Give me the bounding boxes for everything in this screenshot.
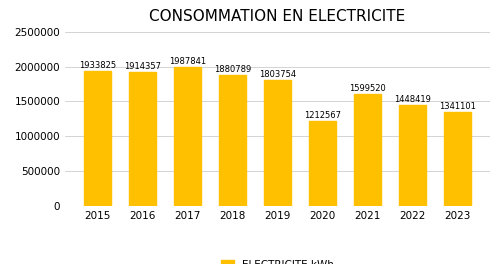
Text: 1212567: 1212567 — [304, 111, 341, 120]
Text: 1914357: 1914357 — [124, 62, 161, 71]
Text: 1880789: 1880789 — [214, 65, 251, 74]
Bar — [444, 112, 470, 206]
Bar — [129, 73, 156, 206]
Bar — [264, 80, 291, 206]
Bar — [174, 67, 201, 206]
Bar — [309, 121, 336, 206]
Text: 1448419: 1448419 — [394, 95, 430, 104]
Text: 1987841: 1987841 — [169, 57, 206, 66]
Bar — [354, 95, 381, 206]
Bar — [84, 71, 112, 206]
Text: 1599520: 1599520 — [349, 84, 386, 93]
Legend: ELECTRICITE kWh: ELECTRICITE kWh — [217, 256, 338, 264]
Bar — [399, 105, 426, 206]
Text: 1803754: 1803754 — [259, 70, 296, 79]
Title: CONSOMMATION EN ELECTRICITE: CONSOMMATION EN ELECTRICITE — [150, 8, 406, 23]
Text: 1933825: 1933825 — [79, 61, 116, 70]
Text: 1341101: 1341101 — [439, 102, 476, 111]
Bar — [219, 75, 246, 206]
